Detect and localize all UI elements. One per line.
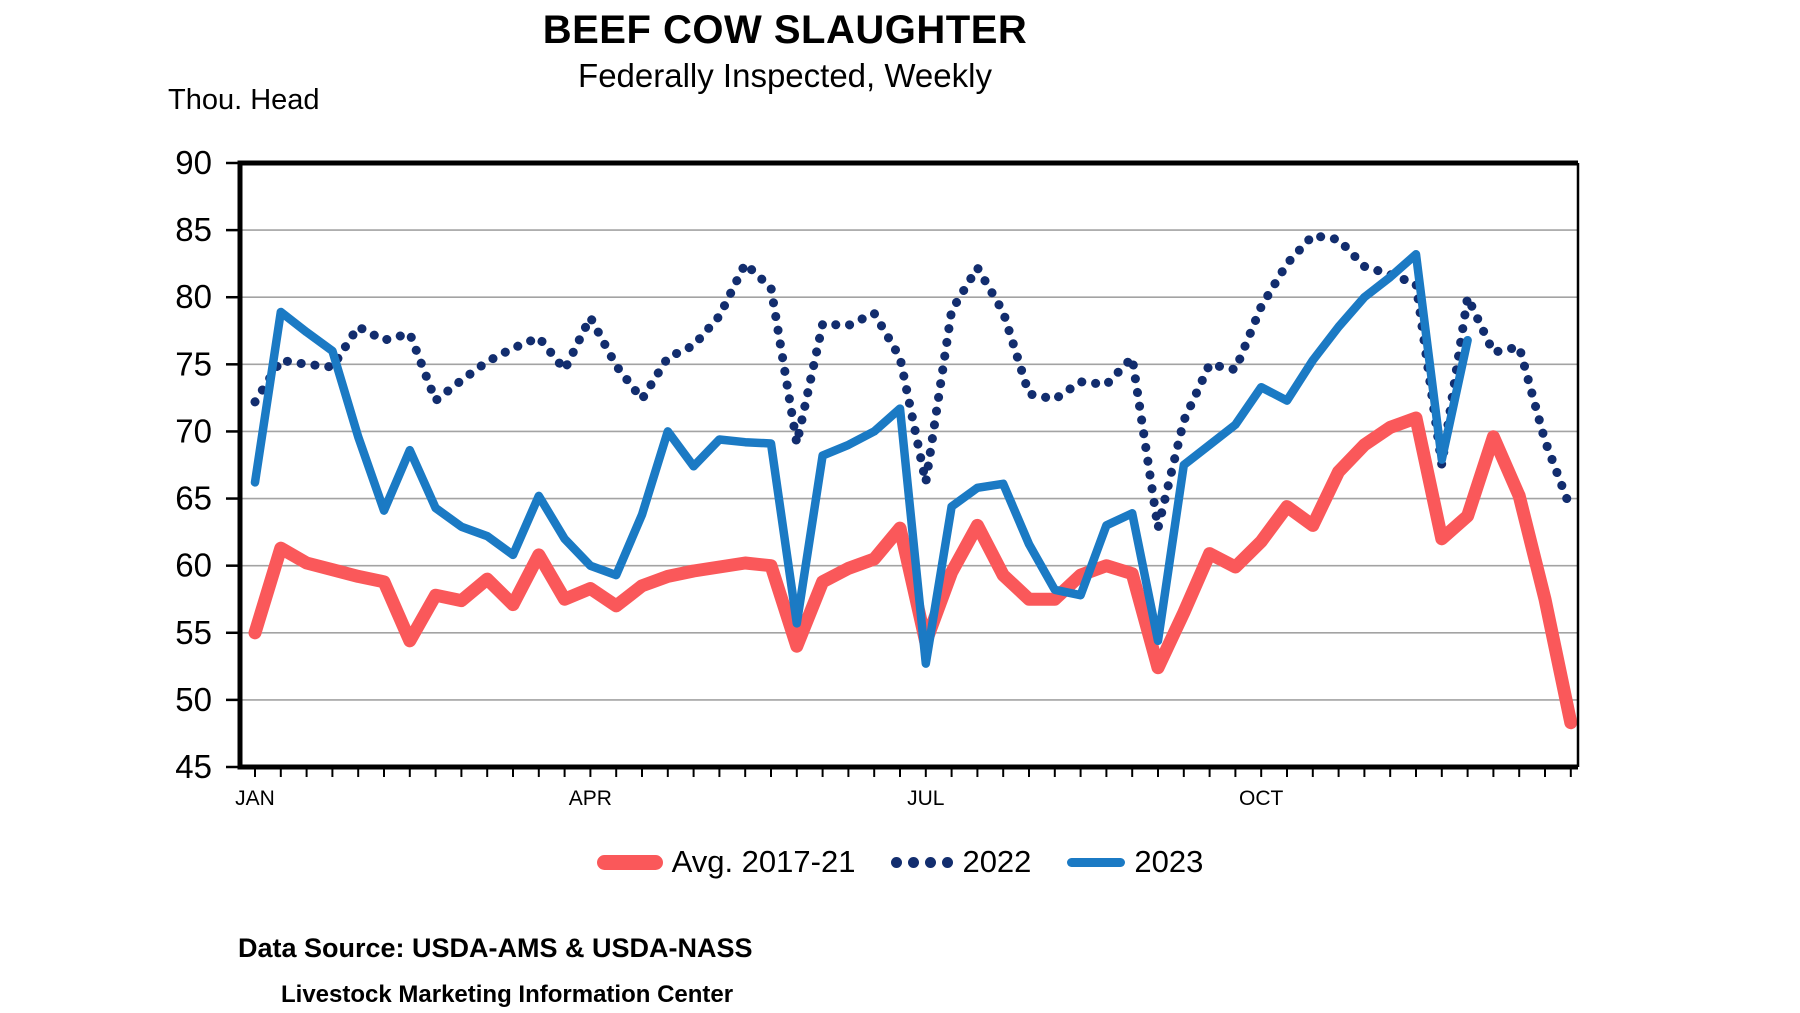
plot-frame bbox=[237, 160, 1580, 770]
series-2022 bbox=[250, 231, 1576, 533]
series-avg-2017-21 bbox=[248, 411, 1578, 730]
y-tick-label: 75 bbox=[175, 345, 212, 382]
x-axis-month-labels: JAN APR JUL OCT bbox=[235, 787, 1283, 810]
y-tick-label: 65 bbox=[175, 480, 212, 517]
data-source-line: Data Source: USDA-AMS & USDA-NASS bbox=[238, 933, 753, 963]
chart-legend: Avg. 2017-21 2022 2023 bbox=[0, 838, 1800, 886]
legend-dot-icon bbox=[925, 856, 937, 868]
legend-avg-swatch bbox=[596, 854, 663, 870]
chart-title: BEEF COW SLAUGHTER bbox=[542, 8, 1028, 52]
legend-dot-icon bbox=[891, 856, 903, 868]
y-tick-label: 55 bbox=[175, 614, 212, 651]
legend-dot-icon bbox=[908, 856, 920, 868]
month-label: JUL bbox=[907, 787, 944, 810]
chart-subtitle: Federally Inspected, Weekly bbox=[578, 57, 992, 94]
legend-item-2022: 2022 bbox=[891, 844, 1031, 880]
legend-dot-icon bbox=[942, 856, 954, 868]
legend-item-2023: 2023 bbox=[1067, 844, 1203, 880]
y-tick-label: 85 bbox=[175, 211, 212, 248]
legend-2022-label: 2022 bbox=[962, 844, 1032, 879]
series-2023 bbox=[250, 250, 1472, 668]
month-label: JAN bbox=[235, 787, 275, 810]
month-label: APR bbox=[569, 787, 612, 810]
y-tick-label: 70 bbox=[175, 412, 212, 449]
y-tick-label: 50 bbox=[175, 681, 212, 718]
legend-avg-label: Avg. 2017-21 bbox=[671, 844, 856, 879]
month-label: OCT bbox=[1239, 787, 1284, 810]
y-axis-labels: 45 50 55 60 65 70 75 80 85 90 bbox=[175, 144, 240, 785]
legend-2023-label: 2023 bbox=[1134, 844, 1204, 879]
y-tick-label: 60 bbox=[175, 547, 212, 584]
legend-2023-swatch bbox=[1067, 857, 1126, 867]
y-tick-label: 80 bbox=[175, 278, 212, 315]
y-tick-label: 90 bbox=[175, 144, 212, 181]
attribution-line: Livestock Marketing Information Center bbox=[281, 981, 734, 1008]
legend-2022-dotted-swatch bbox=[891, 856, 954, 868]
legend-item-avg: Avg. 2017-21 bbox=[596, 844, 856, 880]
y-tick-label: 45 bbox=[175, 748, 212, 785]
y-axis-unit-label: Thou. Head bbox=[168, 84, 320, 116]
